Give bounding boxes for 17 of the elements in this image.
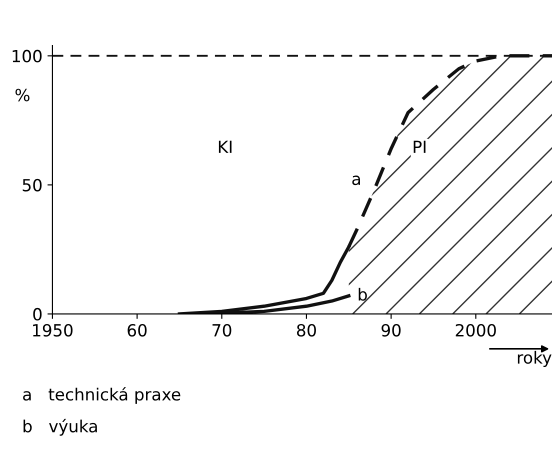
y-tick-label: 100 <box>12 50 42 62</box>
series-label: a <box>352 176 360 186</box>
annotation: KI <box>218 140 232 153</box>
y-tick-label: 50 <box>22 178 42 192</box>
x-tick-label: 80 <box>296 324 316 337</box>
y-tick-label: 0 <box>33 308 42 321</box>
series-label: b <box>358 288 367 301</box>
x-tick-label: 90 <box>382 324 401 337</box>
text: a technická praxe <box>23 387 180 404</box>
y-axis-title: % <box>15 88 30 102</box>
x-tick-label: 1950 <box>33 324 73 337</box>
x-axis-title: roky <box>518 350 552 368</box>
x-tick-label: 2000 <box>456 324 496 337</box>
x-tick-label: 60 <box>128 324 147 337</box>
annotation: PI <box>414 140 426 153</box>
x-tick-label: 70 <box>212 324 232 337</box>
text: b výuka <box>24 418 97 436</box>
